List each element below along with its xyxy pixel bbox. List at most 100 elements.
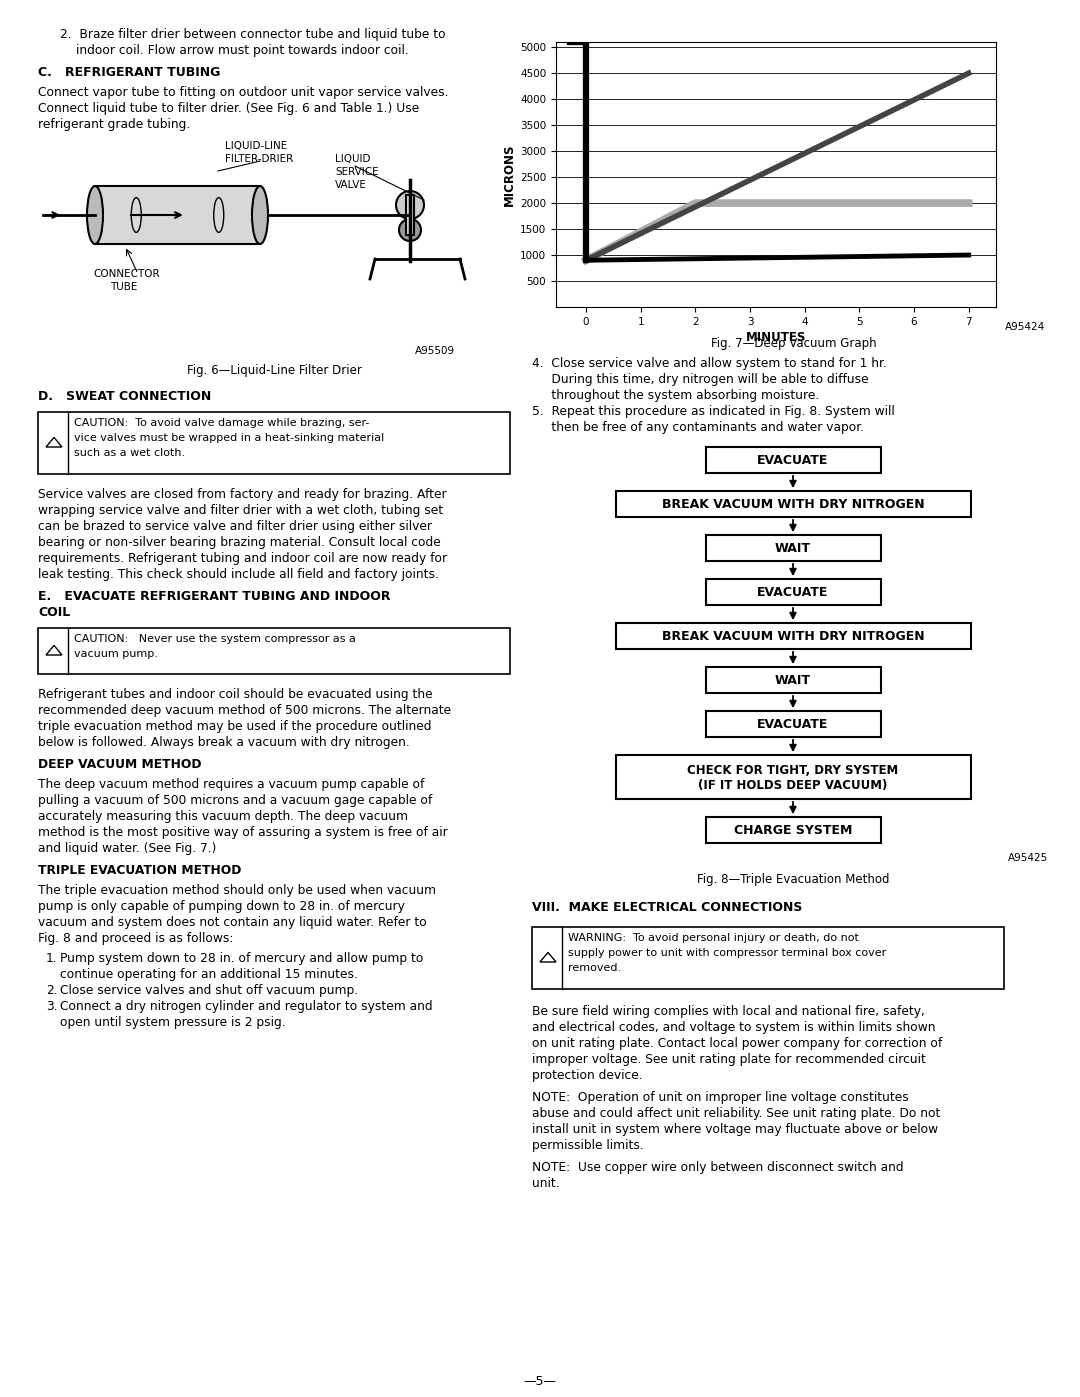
- Bar: [616, 623, 971, 650]
- Text: A95425: A95425: [1008, 854, 1048, 863]
- Text: CHARGE SYSTEM: CHARGE SYSTEM: [733, 823, 852, 837]
- Text: install unit in system where voltage may fluctuate above or below: install unit in system where voltage may…: [532, 1123, 939, 1136]
- Text: E.   EVACUATE REFRIGERANT TUBING AND INDOOR: E. EVACUATE REFRIGERANT TUBING AND INDOO…: [38, 590, 391, 604]
- Text: Connect vapor tube to fitting on outdoor unit vapor service valves.: Connect vapor tube to fitting on outdoor…: [38, 87, 448, 99]
- Text: 5.  Repeat this procedure as indicated in Fig. 8. System will: 5. Repeat this procedure as indicated in…: [532, 405, 894, 418]
- Bar: [406, 196, 414, 235]
- Text: During this time, dry nitrogen will be able to diffuse: During this time, dry nitrogen will be a…: [532, 373, 868, 386]
- Text: Close service valves and shut off vacuum pump.: Close service valves and shut off vacuum…: [60, 983, 359, 997]
- Text: Fig. 6—Liquid-Line Filter Drier: Fig. 6—Liquid-Line Filter Drier: [187, 365, 362, 377]
- Text: protection device.: protection device.: [532, 1069, 643, 1083]
- Text: permissible limits.: permissible limits.: [532, 1139, 644, 1153]
- Text: CAUTION:   Never use the system compressor as a: CAUTION: Never use the system compressor…: [75, 634, 356, 644]
- Bar: [705, 578, 880, 605]
- Text: triple evacuation method may be used if the procedure outlined: triple evacuation method may be used if …: [38, 719, 432, 733]
- Text: refrigerant grade tubing.: refrigerant grade tubing.: [38, 117, 190, 131]
- Text: abuse and could affect unit reliability. See unit rating plate. Do not: abuse and could affect unit reliability.…: [532, 1106, 941, 1120]
- Text: CHECK FOR TIGHT, DRY SYSTEM: CHECK FOR TIGHT, DRY SYSTEM: [687, 764, 899, 777]
- Bar: [705, 817, 880, 842]
- Text: CAUTION:  To avoid valve damage while brazing, ser-: CAUTION: To avoid valve damage while bra…: [75, 418, 369, 427]
- Text: Pump system down to 28 in. of mercury and allow pump to: Pump system down to 28 in. of mercury an…: [60, 951, 423, 965]
- Text: EVACUATE: EVACUATE: [757, 585, 828, 598]
- Text: Be sure field wiring complies with local and national fire, safety,: Be sure field wiring complies with local…: [532, 1004, 924, 1018]
- Text: Connect liquid tube to filter drier. (See Fig. 6 and Table 1.) Use: Connect liquid tube to filter drier. (Se…: [38, 102, 419, 115]
- Bar: [705, 711, 880, 738]
- Text: —5—: —5—: [524, 1375, 556, 1389]
- Text: D.   SWEAT CONNECTION: D. SWEAT CONNECTION: [38, 390, 212, 402]
- Text: EVACUATE: EVACUATE: [757, 454, 828, 467]
- Text: The triple evacuation method should only be used when vacuum: The triple evacuation method should only…: [38, 884, 436, 897]
- Text: NOTE:  Operation of unit on improper line voltage constitutes: NOTE: Operation of unit on improper line…: [532, 1091, 908, 1104]
- Text: supply power to unit with compressor terminal box cover: supply power to unit with compressor ter…: [568, 949, 887, 958]
- Text: recommended deep vacuum method of 500 microns. The alternate: recommended deep vacuum method of 500 mi…: [38, 704, 451, 717]
- Text: on unit rating plate. Contact local power company for correction of: on unit rating plate. Contact local powe…: [532, 1037, 942, 1051]
- Text: (IF IT HOLDS DEEP VACUUM): (IF IT HOLDS DEEP VACUUM): [699, 780, 888, 792]
- Text: vacuum and system does not contain any liquid water. Refer to: vacuum and system does not contain any l…: [38, 916, 427, 929]
- Text: 1.: 1.: [46, 951, 57, 965]
- Text: unit.: unit.: [532, 1178, 559, 1190]
- Text: Fig. 8—Triple Evacuation Method: Fig. 8—Triple Evacuation Method: [697, 873, 889, 886]
- Text: LIQUID-LINE: LIQUID-LINE: [225, 141, 287, 151]
- Text: A95509: A95509: [415, 346, 455, 356]
- Ellipse shape: [87, 186, 103, 244]
- Text: removed.: removed.: [568, 963, 621, 972]
- Text: below is followed. Always break a vacuum with dry nitrogen.: below is followed. Always break a vacuum…: [38, 736, 409, 749]
- Bar: [705, 535, 880, 562]
- Text: then be free of any contaminants and water vapor.: then be free of any contaminants and wat…: [532, 420, 864, 434]
- Y-axis label: MICRONS: MICRONS: [503, 144, 516, 205]
- Text: and electrical codes, and voltage to system is within limits shown: and electrical codes, and voltage to sys…: [532, 1021, 935, 1034]
- Text: COIL: COIL: [38, 606, 70, 619]
- Text: can be brazed to service valve and filter drier using either silver: can be brazed to service valve and filte…: [38, 520, 432, 534]
- Text: FILTER-DRIER: FILTER-DRIER: [225, 154, 294, 163]
- Text: method is the most positive way of assuring a system is free of air: method is the most positive way of assur…: [38, 826, 448, 840]
- Bar: [95, 186, 260, 244]
- Text: Fig. 8 and proceed is as follows:: Fig. 8 and proceed is as follows:: [38, 932, 233, 944]
- Text: NOTE:  Use copper wire only between disconnect switch and: NOTE: Use copper wire only between disco…: [532, 1161, 904, 1173]
- Text: Fig. 7—Deep Vacuum Graph: Fig. 7—Deep Vacuum Graph: [711, 337, 876, 351]
- Text: improper voltage. See unit rating plate for recommended circuit: improper voltage. See unit rating plate …: [532, 1053, 926, 1066]
- Text: such as a wet cloth.: such as a wet cloth.: [75, 448, 185, 458]
- Text: Service valves are closed from factory and ready for brazing. After: Service valves are closed from factory a…: [38, 488, 447, 502]
- Text: vice valves must be wrapped in a heat-sinking material: vice valves must be wrapped in a heat-si…: [75, 433, 384, 443]
- Text: 4.  Close service valve and allow system to stand for 1 hr.: 4. Close service valve and allow system …: [532, 358, 887, 370]
- Text: Connect a dry nitrogen cylinder and regulator to system and: Connect a dry nitrogen cylinder and regu…: [60, 1000, 433, 1013]
- Text: wrapping service valve and filter drier with a wet cloth, tubing set: wrapping service valve and filter drier …: [38, 504, 443, 517]
- Bar: [705, 447, 880, 474]
- Text: continue operating for an additional 15 minutes.: continue operating for an additional 15 …: [60, 968, 357, 981]
- Bar: [38, 412, 510, 474]
- Ellipse shape: [396, 191, 424, 219]
- Text: DEEP VACUUM METHOD: DEEP VACUUM METHOD: [38, 759, 202, 771]
- Text: 3.: 3.: [46, 1000, 57, 1013]
- Text: BREAK VACUUM WITH DRY NITROGEN: BREAK VACUUM WITH DRY NITROGEN: [662, 497, 924, 510]
- Text: VIII.  MAKE ELECTRICAL CONNECTIONS: VIII. MAKE ELECTRICAL CONNECTIONS: [532, 901, 802, 914]
- Text: DRY SYSTEM: DRY SYSTEM: [896, 284, 961, 293]
- Text: VACUUM TIGHT: VACUUM TIGHT: [896, 242, 975, 251]
- Text: open until system pressure is 2 psig.: open until system pressure is 2 psig.: [60, 1016, 285, 1030]
- Text: LEAK IN: LEAK IN: [918, 197, 958, 207]
- X-axis label: MINUTES: MINUTES: [746, 331, 806, 344]
- Text: CONNECTOR: CONNECTOR: [93, 270, 160, 279]
- Ellipse shape: [252, 186, 268, 244]
- Text: TUBE: TUBE: [110, 282, 137, 292]
- Text: leak testing. This check should include all field and factory joints.: leak testing. This check should include …: [38, 569, 438, 581]
- Text: pulling a vacuum of 500 microns and a vacuum gage capable of: pulling a vacuum of 500 microns and a va…: [38, 793, 432, 807]
- Text: Refrigerant tubes and indoor coil should be evacuated using the: Refrigerant tubes and indoor coil should…: [38, 687, 433, 701]
- Text: pump is only capable of pumping down to 28 in. of mercury: pump is only capable of pumping down to …: [38, 900, 405, 914]
- Text: bearing or non-silver bearing brazing material. Consult local code: bearing or non-silver bearing brazing ma…: [38, 536, 441, 549]
- Text: SERVICE: SERVICE: [335, 168, 379, 177]
- Text: accurately measuring this vacuum depth. The deep vacuum: accurately measuring this vacuum depth. …: [38, 810, 408, 823]
- Text: WAIT: WAIT: [775, 673, 811, 686]
- Bar: [705, 666, 880, 693]
- Text: WARNING:  To avoid personal injury or death, do not: WARNING: To avoid personal injury or dea…: [568, 933, 859, 943]
- Text: 2.: 2.: [46, 983, 57, 997]
- Bar: [616, 754, 971, 799]
- Bar: [532, 928, 1004, 989]
- Text: WAIT: WAIT: [775, 542, 811, 555]
- Text: throughout the system absorbing moisture.: throughout the system absorbing moisture…: [532, 388, 820, 402]
- Text: TOO WET: TOO WET: [896, 256, 945, 265]
- Text: requirements. Refrigerant tubing and indoor coil are now ready for: requirements. Refrigerant tubing and ind…: [38, 552, 447, 564]
- Text: 2.  Braze filter drier between connector tube and liquid tube to: 2. Braze filter drier between connector …: [60, 28, 446, 41]
- Ellipse shape: [399, 219, 421, 242]
- Text: TRIPLE EVACUATION METHOD: TRIPLE EVACUATION METHOD: [38, 863, 241, 877]
- Text: VALVE: VALVE: [335, 180, 367, 190]
